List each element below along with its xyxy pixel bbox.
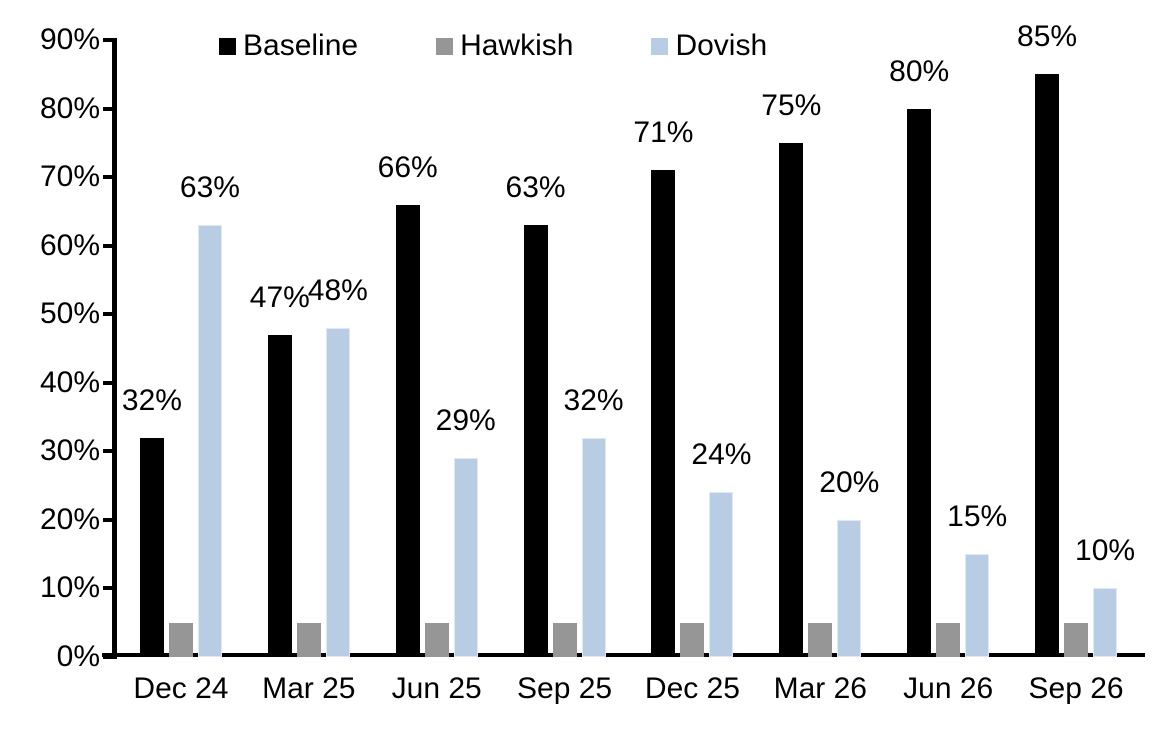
y-axis-tick-label: 10% [39, 571, 100, 605]
hawkish-swatch-icon [436, 37, 454, 55]
y-axis-tick [103, 586, 117, 591]
bar-dovish-jun-26 [965, 554, 990, 657]
y-axis-line [112, 38, 117, 657]
y-axis-tick-label: 70% [39, 160, 100, 194]
data-label-dovish-sep-25: 32% [563, 383, 624, 417]
y-axis-tick-label: 20% [39, 502, 100, 536]
y-axis-tick-label: 50% [39, 297, 100, 331]
bar-baseline-mar-25 [267, 334, 292, 657]
x-axis-line [102, 653, 1145, 657]
x-axis-label-jun-25: Jun 25 [391, 672, 482, 705]
y-axis-tick [103, 175, 117, 180]
x-axis-label-dec-25: Dec 25 [644, 672, 740, 705]
bar-baseline-dec-24 [139, 437, 164, 657]
bar-hawkish-mar-25 [296, 622, 321, 657]
bar-hawkish-jun-26 [936, 622, 961, 657]
bar-baseline-mar-26 [779, 142, 804, 657]
bar-hawkish-sep-25 [552, 622, 577, 657]
data-label-baseline-sep-26: 85% [1017, 20, 1078, 54]
y-axis-tick [103, 106, 117, 111]
data-label-dovish-dec-25: 24% [691, 438, 752, 472]
y-axis-tick [103, 312, 117, 317]
baseline-swatch-icon [219, 37, 236, 55]
data-label-baseline-mar-26: 75% [761, 88, 822, 122]
y-axis-tick-label: 40% [39, 365, 100, 399]
x-axis-label-sep-26: Sep 26 [1028, 672, 1124, 705]
y-axis-tick [103, 517, 117, 522]
data-label-baseline-jun-25: 66% [377, 150, 438, 184]
y-axis-tick [103, 243, 117, 248]
dovish-swatch-icon [651, 37, 669, 55]
bar-dovish-mar-25 [325, 327, 350, 657]
bar-dovish-jun-25 [453, 458, 478, 657]
x-axis-label-sep-25: Sep 25 [517, 672, 613, 705]
x-axis-label-mar-26: Mar 26 [773, 672, 867, 705]
data-label-dovish-mar-26: 20% [819, 465, 880, 499]
data-label-baseline-dec-24: 32% [121, 383, 182, 417]
data-label-dovish-mar-25: 48% [307, 273, 368, 307]
legend-label-baseline: Baseline [243, 29, 359, 62]
data-label-baseline-sep-25: 63% [505, 171, 566, 205]
x-axis-label-jun-26: Jun 26 [903, 672, 994, 705]
y-axis-tick-label: 30% [39, 434, 100, 468]
bar-dovish-sep-25 [581, 437, 606, 657]
x-axis-label-mar-25: Mar 25 [262, 672, 356, 705]
data-label-dovish-jun-26: 15% [947, 500, 1008, 534]
legend-item-hawkish: Hawkish [436, 29, 573, 63]
bar-hawkish-dec-25 [680, 622, 705, 657]
bar-baseline-sep-25 [523, 225, 548, 657]
y-axis-tick-label: 0% [56, 640, 100, 673]
y-axis-tick [103, 449, 117, 454]
legend-label-hawkish: Hawkish [460, 29, 574, 62]
legend-item-dovish: Dovish [651, 29, 767, 63]
y-axis-tick [103, 655, 117, 659]
data-label-dovish-dec-24: 63% [179, 171, 240, 205]
bar-hawkish-sep-26 [1064, 622, 1089, 657]
y-axis-tick [103, 380, 117, 385]
y-axis-tick [103, 38, 117, 42]
bar-dovish-dec-25 [709, 492, 734, 657]
bar-hawkish-dec-24 [168, 622, 193, 657]
data-label-baseline-jun-26: 80% [889, 54, 950, 88]
y-axis-tick-label: 80% [39, 91, 100, 125]
data-label-dovish-jun-25: 29% [435, 404, 496, 438]
data-label-baseline-dec-25: 71% [633, 116, 694, 150]
bar-baseline-jun-26 [907, 108, 932, 657]
y-axis-tick-label: 60% [39, 228, 100, 262]
legend-label-dovish: Dovish [675, 29, 768, 62]
bar-dovish-mar-26 [837, 519, 862, 657]
chart-legend: Baseline Hawkish Dovish [219, 29, 767, 63]
bar-dovish-sep-26 [1093, 588, 1118, 657]
bar-dovish-dec-24 [197, 225, 222, 657]
bar-baseline-dec-25 [651, 170, 676, 657]
bar-baseline-jun-25 [395, 204, 420, 657]
bar-hawkish-jun-25 [424, 622, 449, 657]
data-label-baseline-mar-25: 47% [249, 280, 310, 314]
x-axis-label-dec-24: Dec 24 [133, 672, 229, 705]
y-axis-tick-label: 90% [39, 23, 100, 56]
bar-baseline-sep-26 [1035, 74, 1060, 657]
data-label-dovish-sep-26: 10% [1075, 534, 1136, 568]
bar-hawkish-mar-26 [808, 622, 833, 657]
legend-item-baseline: Baseline [219, 29, 358, 63]
